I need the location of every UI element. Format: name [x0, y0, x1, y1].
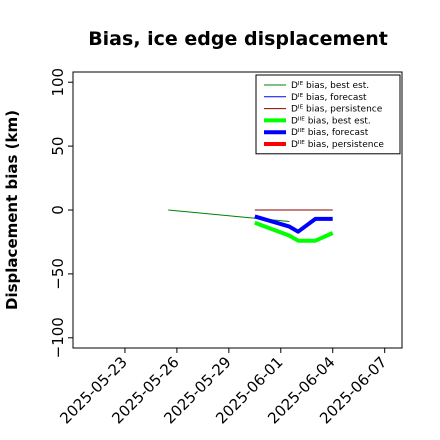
y-tick-label: −50 — [49, 258, 67, 290]
series-line-5 — [254, 214, 333, 234]
y-tick-label: 50 — [49, 137, 67, 156]
legend-entry-label: Dᴵᴱ bias, forecast — [291, 93, 367, 103]
series-line-4 — [254, 220, 334, 243]
series-layer — [168, 209, 334, 243]
y-tick-label: 0 — [49, 205, 67, 215]
chart-title: Bias, ice edge displacement — [88, 28, 388, 50]
y-tick-label: −100 — [49, 317, 67, 358]
legend-entry-label: Dᴵᴱ bias, best est. — [291, 81, 369, 91]
legend-entry-label: Dᴵᴵᴱ bias, persistence — [291, 140, 384, 150]
y-axis-label: Displacement bias (km) — [3, 110, 21, 310]
legend-entry-label: Dᴵᴵᴱ bias, best est. — [291, 116, 371, 126]
legend-box — [255, 74, 401, 155]
x-axis: 2025-05-232025-05-262025-05-292025-06-01… — [56, 348, 391, 427]
y-tick-label: 100 — [49, 68, 67, 97]
legend-entry-label: Dᴵᴱ bias, persistence — [291, 105, 383, 115]
legend: Dᴵᴱ bias, best est. Dᴵᴱ bias, forecast Dᴵᴱ… — [255, 74, 401, 155]
y-axis: 100 50 0 −50 −100 — [49, 68, 73, 358]
legend-entry-label: Dᴵᴵᴱ bias, forecast — [291, 128, 369, 138]
